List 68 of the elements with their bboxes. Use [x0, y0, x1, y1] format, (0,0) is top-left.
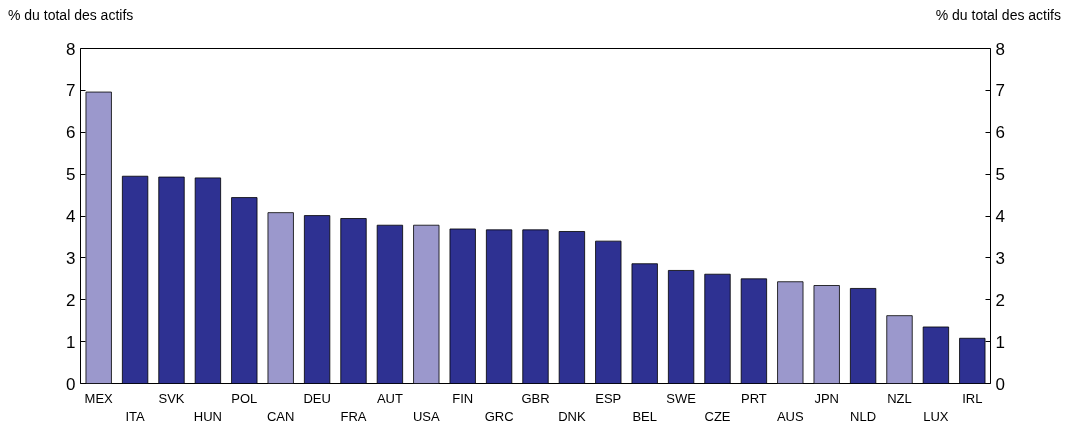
bar: [231, 197, 258, 384]
x-tick-label: SVK: [158, 390, 185, 406]
y2-tick-label: 3: [995, 248, 1005, 268]
y2-tick-label: 1: [995, 332, 1005, 352]
x-tick-label: SWE: [666, 390, 697, 406]
bar: [667, 270, 695, 384]
bar: [595, 240, 622, 384]
x-tick-label: AUT: [376, 390, 403, 406]
bar: [485, 229, 513, 384]
bar: [740, 278, 768, 384]
bar: [922, 326, 950, 384]
x-tick-label: CZE: [704, 408, 731, 424]
x-tick-label: GBR: [521, 390, 550, 406]
bar: [303, 215, 331, 384]
y-axis-title: % du total des actifs: [8, 6, 134, 25]
x-tick-label: USA: [412, 408, 440, 424]
y2-tick-label: 0: [995, 374, 1005, 394]
x-tick-label: NLD: [850, 408, 877, 424]
x-tick-label: ITA: [125, 408, 146, 424]
x-tick-label: ESP: [595, 390, 622, 406]
x-tick-label: NZL: [887, 390, 912, 406]
x-tick-label: HUN: [193, 408, 222, 424]
bar: [194, 177, 222, 384]
y-tick-label: 4: [66, 207, 76, 226]
y2-axis-title: % du total des actifs: [935, 6, 1061, 25]
bar: [813, 285, 840, 384]
y-tick-label: 1: [66, 332, 76, 352]
y-tick-label: 8: [66, 39, 76, 59]
y-tick-label: 5: [66, 165, 76, 185]
x-tick-label: DEU: [303, 390, 331, 406]
bar: [849, 288, 877, 384]
bar: [631, 263, 658, 384]
y2-tick-label: 5: [995, 165, 1005, 185]
x-tick-label: CAN: [266, 408, 295, 424]
y2-tick-label: 7: [995, 81, 1005, 101]
x-tick-label: JPN: [814, 390, 839, 406]
x-tick-label: MEX: [84, 390, 114, 406]
x-tick-label: DNK: [558, 408, 586, 424]
x-tick-label: IRL: [962, 390, 983, 406]
bar: [340, 218, 367, 384]
bar: [267, 212, 294, 384]
y-tick-label: 2: [66, 290, 76, 310]
bar: [158, 176, 185, 384]
bar: [413, 224, 440, 384]
bar: [558, 231, 586, 384]
x-tick-label: GRC: [484, 408, 514, 424]
y-tick-label: 0: [66, 374, 76, 394]
x-tick-label: PRT: [741, 390, 767, 406]
bar: [522, 229, 549, 384]
x-tick-label: FIN: [452, 390, 474, 406]
bar: [886, 315, 913, 384]
bar: [449, 228, 476, 384]
x-tick-label: FRA: [340, 408, 367, 424]
bar: [777, 281, 804, 384]
y2-tick-label: 6: [995, 123, 1005, 143]
x-tick-label: LUX: [923, 408, 949, 424]
bar: [376, 224, 404, 384]
y-tick-label: 6: [66, 123, 76, 143]
bar: [121, 175, 149, 384]
bar: [704, 273, 731, 384]
y2-tick-label: 2: [995, 290, 1005, 310]
y2-tick-label: 4: [995, 207, 1005, 226]
x-tick-label: BEL: [632, 408, 657, 424]
y-tick-label: 7: [66, 81, 76, 101]
y2-tick-label: 8: [995, 39, 1005, 59]
x-tick-label: AUS: [776, 408, 804, 424]
x-tick-label: POL: [231, 390, 258, 406]
y-tick-label: 3: [66, 248, 76, 268]
